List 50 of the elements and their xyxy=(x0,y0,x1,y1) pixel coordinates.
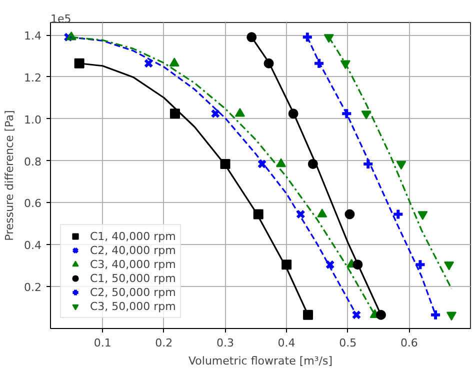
y-tick-label: 0.6 xyxy=(24,197,42,210)
legend-label: C1, 50,000 rpm xyxy=(90,271,176,285)
x-tick-label: 0.2 xyxy=(155,336,173,350)
x-tick-label: 0.1 xyxy=(94,336,112,350)
x-tick-label: 0.5 xyxy=(339,336,357,350)
point xyxy=(64,32,73,42)
legend-label: C2, 40,000 rpm xyxy=(90,243,176,257)
y-tick-label: 0.2 xyxy=(24,281,42,294)
point xyxy=(170,108,180,119)
point xyxy=(396,160,406,170)
point xyxy=(325,260,335,270)
point xyxy=(361,110,372,120)
point xyxy=(210,108,220,118)
legend-label: C3, 40,000 rpm xyxy=(90,257,176,271)
point xyxy=(324,34,334,43)
x-axis-title: Volumetric flowrate [m³/s] xyxy=(188,354,333,368)
point xyxy=(344,209,355,220)
point xyxy=(169,58,180,66)
x-tick-label: 0.4 xyxy=(278,336,296,350)
y-tick-label: 1.2 xyxy=(24,71,42,84)
point xyxy=(301,31,314,44)
point xyxy=(444,261,454,270)
point xyxy=(340,108,353,120)
legend-label: C3, 50,000 rpm xyxy=(90,299,176,313)
point xyxy=(430,308,442,321)
point xyxy=(313,57,326,70)
point xyxy=(446,312,456,321)
y-axis-title: Pressure difference [Pa] xyxy=(3,110,16,241)
x-tick-label: 0.3 xyxy=(216,336,234,350)
point xyxy=(303,310,314,320)
point xyxy=(74,58,84,68)
x-tick-label: 0.6 xyxy=(400,336,418,350)
point xyxy=(418,211,428,220)
point xyxy=(392,208,404,220)
y-tick-label: 0.4 xyxy=(24,239,42,252)
point xyxy=(257,159,267,169)
y-tick-label: 0.8 xyxy=(24,155,42,168)
annotation: 1e5 xyxy=(50,12,72,26)
point xyxy=(317,208,328,218)
point xyxy=(414,258,426,271)
y-tick-label: 1.0 xyxy=(24,113,42,126)
point xyxy=(376,310,386,320)
y-tick-label: 1.4 xyxy=(24,30,42,43)
legend-label: C2, 50,000 rpm xyxy=(90,285,176,299)
point xyxy=(296,210,306,219)
point xyxy=(234,108,245,117)
point xyxy=(352,310,362,320)
point xyxy=(276,158,286,168)
legend-label: C1, 40,000 rpm xyxy=(90,229,176,243)
point xyxy=(144,58,154,68)
